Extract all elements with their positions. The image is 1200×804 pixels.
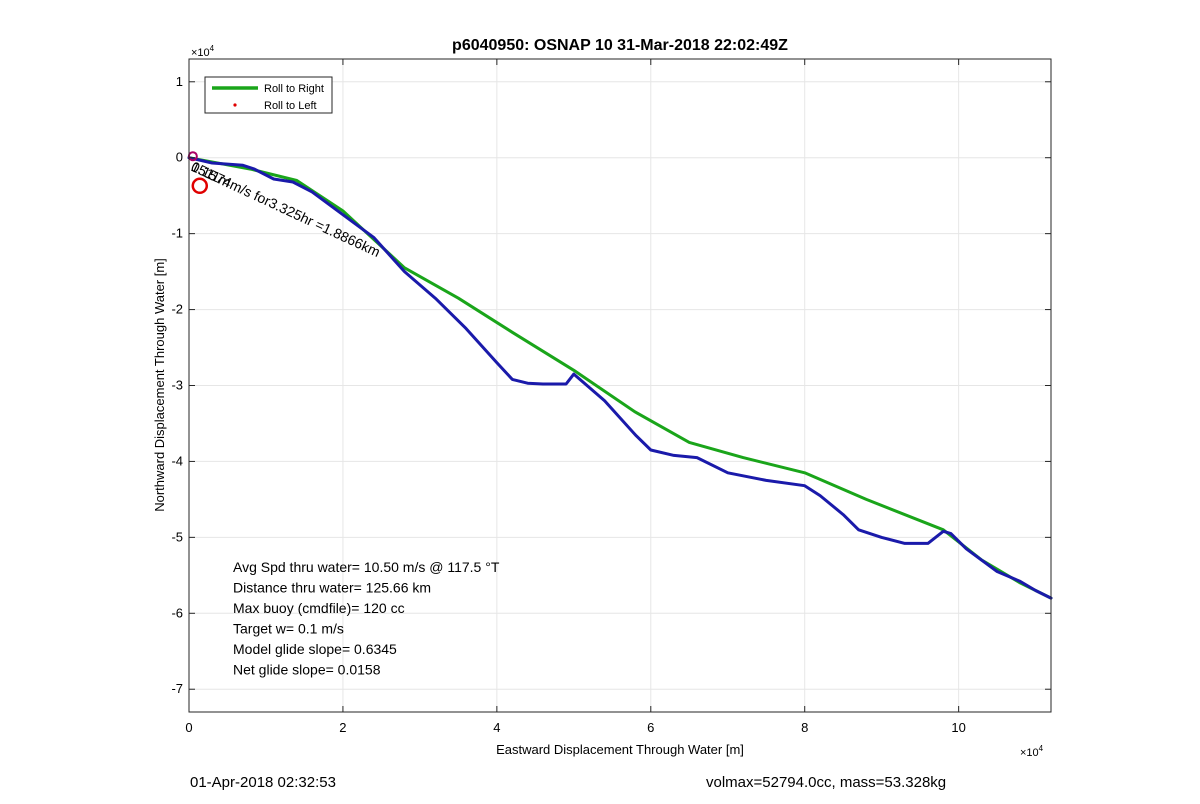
series-layer xyxy=(187,156,1053,600)
stats-block: Avg Spd thru water= 10.50 m/s @ 117.5 °T… xyxy=(233,559,500,678)
legend-dot-roll-left xyxy=(233,103,237,107)
y-tick-label: -6 xyxy=(171,605,183,620)
x-tick-label: 8 xyxy=(801,720,808,735)
grid-lines xyxy=(188,59,1051,712)
y-tick-label: 1 xyxy=(176,74,183,89)
x-tick-label: 6 xyxy=(647,720,654,735)
y-tick-label: -3 xyxy=(171,378,183,393)
legend: Roll to Right Roll to Left xyxy=(204,76,333,114)
legend-label-roll-right: Roll to Right xyxy=(264,83,324,95)
y-tick-label: -1 xyxy=(171,226,183,241)
x-exponent: ×104 xyxy=(1020,744,1044,759)
y-tick-label: -7 xyxy=(171,681,183,696)
y-exponent: ×104 xyxy=(191,44,215,59)
stats-line: Distance thru water= 125.66 km xyxy=(233,580,431,596)
y-tick-label: -5 xyxy=(171,529,183,544)
legend-label-roll-left: Roll to Left xyxy=(264,100,317,112)
stats-line: Model glide slope= 0.6345 xyxy=(233,641,397,657)
y-tick-label: -2 xyxy=(171,302,183,317)
x-tick-label: 0 xyxy=(185,720,192,735)
y-tick-label: -4 xyxy=(171,453,183,468)
stats-line: Net glide slope= 0.0158 xyxy=(233,662,381,678)
stats-line: Avg Spd thru water= 10.50 m/s @ 117.5 °T xyxy=(233,559,500,575)
y-tick-label: 0 xyxy=(176,150,183,165)
x-axis-label: Eastward Displacement Through Water [m] xyxy=(496,742,744,757)
stats-line: Max buoy (cmdfile)= 120 cc xyxy=(233,600,405,616)
start-marker-circle xyxy=(191,177,209,195)
footer-timestamp: 01-Apr-2018 02:32:53 xyxy=(190,774,336,791)
stats-line: Target w= 0.1 m/s xyxy=(233,621,344,637)
y-axis-label: Northward Displacement Through Water [m] xyxy=(152,258,167,512)
footer-summary: volmax=52794.0cc, mass=53.328kg xyxy=(706,774,947,791)
series-line-track xyxy=(187,156,1053,600)
chart-title: p6040950: OSNAP 10 31-Mar-2018 22:02:49Z xyxy=(452,37,788,54)
x-tick-label: 4 xyxy=(493,720,500,735)
x-tick-label: 2 xyxy=(339,720,346,735)
x-tick-label: 10 xyxy=(951,720,965,735)
